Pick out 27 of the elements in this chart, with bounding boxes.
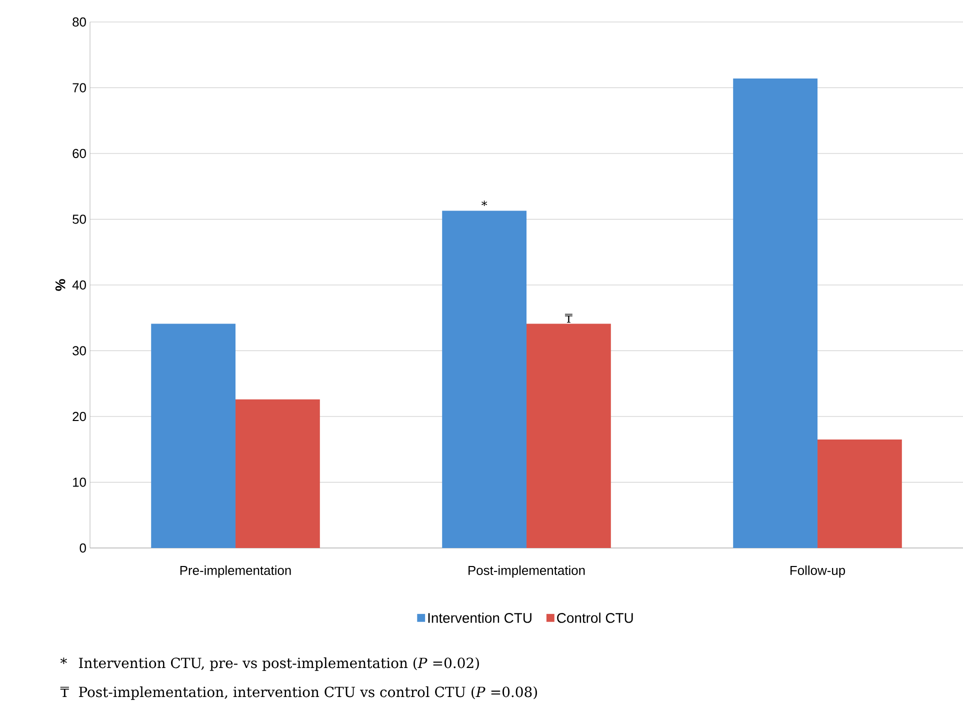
bar [818,439,902,548]
annotation: ₸ [565,314,572,323]
x-tick-label: Follow-up [790,566,846,578]
bar [151,324,236,548]
bar [236,399,320,548]
y-tick-label: 30 [72,346,86,356]
bar [442,210,527,548]
y-tick-label: 70 [72,83,86,92]
text: ₸ [60,686,69,697]
text: Intervention CTU, pre- vs post-implementation (P =0.02) [78,657,479,671]
legend-label: Control CTU [557,612,633,623]
y-tick-label: 60 [72,148,86,158]
y-tick-label: 40 [72,280,86,290]
text: * [60,658,67,664]
y-tick-label: 20 [72,412,86,422]
x-tick-label: Pre-implementation [180,566,291,578]
y-axis-title: % [55,279,66,291]
x-tick-label: Post-implementation [468,566,585,578]
y-tick-label: 80 [72,17,86,27]
bar [526,324,611,548]
y-tick-label: 50 [72,214,86,224]
bar [733,78,818,548]
y-tick-label: 10 [73,478,86,487]
legend-label: Intervention CTU [428,612,532,623]
y-tick-label: 0 [80,543,86,553]
text: Post-implementation, intervention CTU vs control CTU (P =0.08) [78,686,537,700]
annotation: * [482,200,488,206]
